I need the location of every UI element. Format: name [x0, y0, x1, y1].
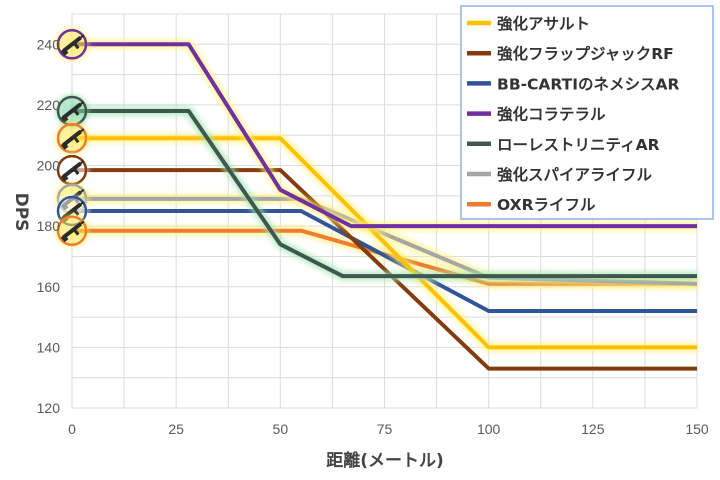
x-tick-label: 150	[685, 421, 709, 437]
legend-label: 強化フラップジャックRF	[497, 44, 674, 63]
axis-ticks: 0 25 50 75 100 125 150 120 140 160 180 200 220 240	[37, 36, 709, 437]
series-group	[72, 105, 697, 282]
series-group	[72, 209, 697, 314]
y-tick-label: 240	[37, 36, 61, 52]
series-group	[72, 168, 697, 371]
legend-label: 強化アサルト	[497, 14, 590, 33]
x-tick-label: 25	[168, 421, 184, 437]
weapon-marker	[55, 27, 89, 62]
rifle-icon	[60, 128, 85, 150]
legend-box	[460, 5, 714, 220]
series-group	[72, 133, 697, 353]
weapon-marker	[55, 153, 89, 188]
y-tick-label: 180	[37, 218, 61, 234]
marker-ring	[56, 123, 88, 154]
legend-label: 強化コラテラル	[497, 105, 606, 124]
weapon-marker	[55, 121, 89, 156]
series-lines	[72, 39, 698, 371]
x-axis-title: 距離(メートル)	[326, 450, 444, 471]
series-line	[72, 42, 697, 229]
series-line	[72, 168, 697, 371]
x-tick-label: 50	[273, 421, 289, 437]
weapon-marker	[55, 93, 89, 128]
y-tick-label: 220	[37, 97, 61, 113]
legend-label: ローレストリニティAR	[497, 136, 660, 154]
rifle-icon	[60, 160, 85, 182]
y-tick-label: 200	[37, 158, 61, 174]
series-line	[72, 209, 697, 314]
legend-label: 強化スパイアライフル	[497, 165, 653, 184]
rifle-icon	[60, 100, 85, 123]
series-line	[72, 108, 697, 279]
x-tick-label: 0	[68, 421, 76, 437]
x-tick-label: 125	[581, 421, 605, 437]
weapon-marker	[55, 213, 89, 248]
y-tick-label: 140	[37, 339, 61, 355]
rifle-icon	[60, 34, 85, 56]
rifle-icon	[60, 220, 85, 243]
y-axis-title: DPS	[11, 193, 31, 232]
y-tick-label: 160	[37, 279, 61, 295]
x-tick-label: 75	[377, 421, 393, 437]
y-tick-label: 120	[37, 400, 61, 416]
series-group	[72, 39, 697, 232]
series-line	[72, 136, 697, 350]
marker-ring	[56, 215, 88, 246]
weapon-markers	[55, 27, 89, 248]
legend-label: OXRライフル	[497, 196, 596, 214]
legend-label: BB-CARTIのネメシスAR	[497, 75, 680, 93]
x-tick-label: 100	[477, 421, 501, 437]
marker-ring	[56, 29, 88, 60]
